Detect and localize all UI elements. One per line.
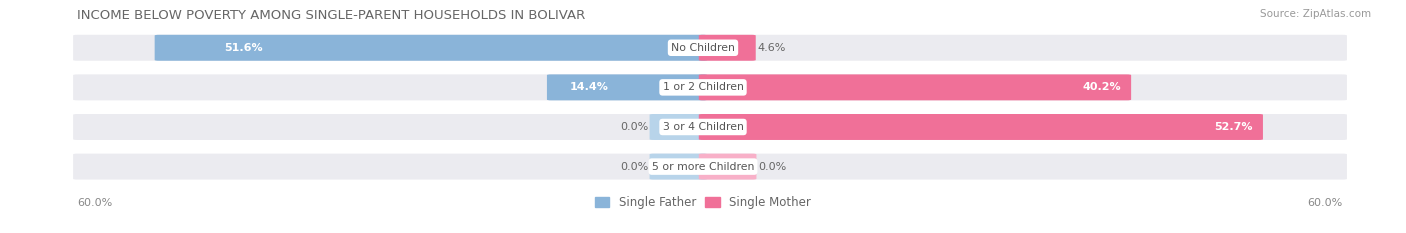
Text: 1 or 2 Children: 1 or 2 Children bbox=[662, 82, 744, 92]
FancyBboxPatch shape bbox=[699, 154, 756, 180]
Text: 51.6%: 51.6% bbox=[224, 43, 263, 53]
Text: INCOME BELOW POVERTY AMONG SINGLE-PARENT HOUSEHOLDS IN BOLIVAR: INCOME BELOW POVERTY AMONG SINGLE-PARENT… bbox=[77, 9, 585, 22]
Legend: Single Father, Single Mother: Single Father, Single Mother bbox=[595, 196, 811, 209]
FancyBboxPatch shape bbox=[699, 114, 1263, 140]
Text: 52.7%: 52.7% bbox=[1215, 122, 1253, 132]
Text: 0.0%: 0.0% bbox=[620, 122, 648, 132]
FancyBboxPatch shape bbox=[73, 154, 1347, 180]
Text: 3 or 4 Children: 3 or 4 Children bbox=[662, 122, 744, 132]
FancyBboxPatch shape bbox=[155, 35, 707, 61]
Text: 14.4%: 14.4% bbox=[569, 82, 609, 92]
Text: 60.0%: 60.0% bbox=[1308, 198, 1343, 208]
FancyBboxPatch shape bbox=[547, 74, 707, 100]
Text: 4.6%: 4.6% bbox=[756, 43, 786, 53]
FancyBboxPatch shape bbox=[73, 114, 1347, 140]
Text: 40.2%: 40.2% bbox=[1083, 82, 1122, 92]
Text: 5 or more Children: 5 or more Children bbox=[652, 162, 754, 171]
Text: Source: ZipAtlas.com: Source: ZipAtlas.com bbox=[1260, 9, 1371, 19]
FancyBboxPatch shape bbox=[699, 35, 756, 61]
Text: No Children: No Children bbox=[671, 43, 735, 53]
Text: 0.0%: 0.0% bbox=[758, 162, 786, 171]
FancyBboxPatch shape bbox=[699, 74, 1130, 100]
Text: 0.0%: 0.0% bbox=[620, 162, 648, 171]
Text: 60.0%: 60.0% bbox=[77, 198, 112, 208]
FancyBboxPatch shape bbox=[73, 74, 1347, 100]
FancyBboxPatch shape bbox=[73, 35, 1347, 61]
FancyBboxPatch shape bbox=[650, 114, 707, 140]
FancyBboxPatch shape bbox=[650, 154, 707, 180]
